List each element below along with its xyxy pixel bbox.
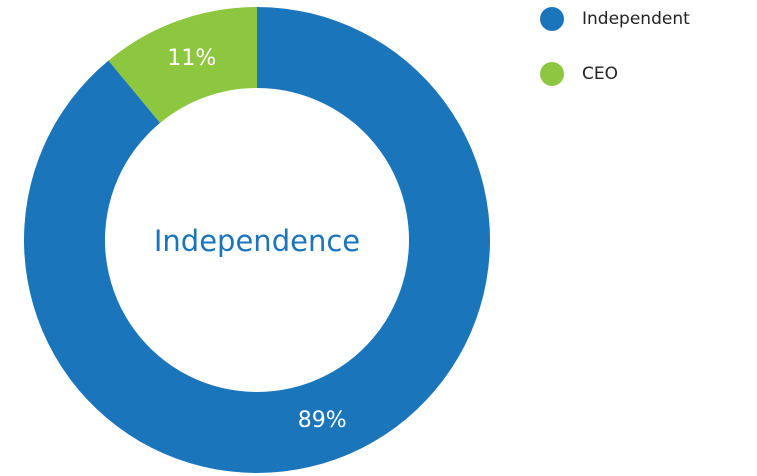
legend-label: Independent (582, 9, 690, 29)
center-label: Independence (154, 224, 360, 258)
legend-swatch (540, 62, 564, 86)
legend-swatch (540, 7, 564, 31)
donut-segment (24, 7, 490, 473)
value-label: 89% (298, 408, 347, 433)
legend-label: CEO (582, 64, 618, 84)
value-label: 11% (167, 46, 216, 71)
donut-segment (108, 7, 257, 123)
